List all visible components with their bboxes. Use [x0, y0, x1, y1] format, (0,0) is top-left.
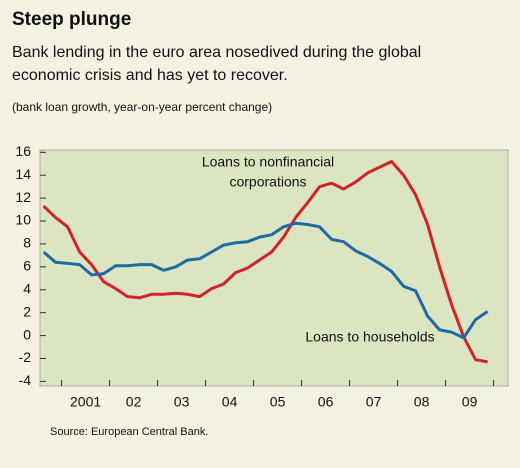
y-tick-label: 12 — [15, 189, 31, 205]
y-tick-label: 10 — [15, 212, 31, 228]
y-tick-label: 6 — [23, 258, 31, 274]
y-tick-label: 4 — [23, 280, 31, 296]
chart-title: Steep plunge — [12, 9, 131, 30]
x-tick-label: 09 — [462, 394, 478, 410]
note: (bank loan growth, year-on-year percent … — [12, 100, 272, 114]
series-label: Loans to nonfinancial — [202, 154, 334, 170]
y-tick-label: -4 — [19, 372, 32, 388]
x-tick-label: 03 — [174, 394, 190, 410]
y-tick-label: 0 — [23, 326, 31, 342]
series-line — [42, 221, 489, 340]
x-tick-label: 06 — [318, 394, 334, 410]
y-tick-label: -2 — [19, 349, 32, 365]
plot-area — [39, 149, 509, 387]
series-label: corporations — [229, 174, 306, 190]
y-tick-label: 16 — [15, 143, 31, 159]
x-tick-label: 05 — [270, 394, 286, 410]
x-tick-label: 08 — [414, 394, 430, 410]
series-label: Loans to households — [305, 329, 434, 345]
subtitle: Bank lending in the euro area nosedived … — [12, 44, 421, 61]
x-tick-label: 02 — [126, 394, 142, 410]
y-tick-label: 14 — [15, 166, 31, 182]
source: Source: European Central Bank. — [50, 426, 208, 438]
x-tick-label: 07 — [366, 394, 382, 410]
y-tick-label: 2 — [23, 303, 31, 319]
x-tick-label: 2001 — [70, 394, 101, 410]
series-line — [42, 160, 488, 364]
subtitle: economic crisis and has yet to recover. — [12, 67, 288, 84]
y-tick-label: 8 — [23, 235, 31, 251]
x-tick-label: 04 — [222, 394, 238, 410]
